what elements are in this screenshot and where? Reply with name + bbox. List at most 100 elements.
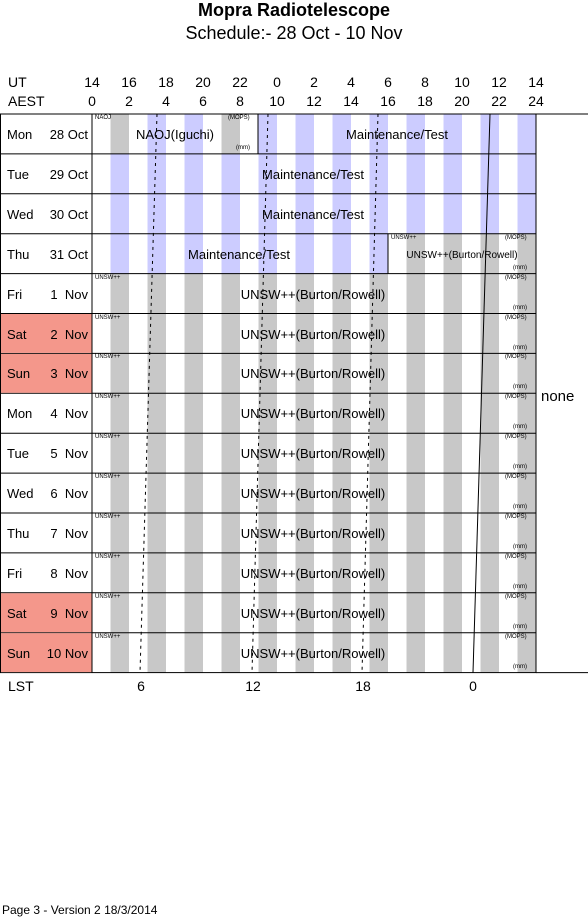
aest-axis-label: AEST — [8, 93, 45, 109]
time-stripe — [147, 153, 166, 194]
time-stripe — [443, 353, 462, 394]
block-tag-mm: (mm) — [513, 464, 527, 471]
day-of-week: Sat — [7, 326, 27, 342]
time-stripe — [184, 193, 203, 234]
aest-tick-label: 2 — [125, 93, 133, 109]
time-stripe — [110, 353, 129, 394]
time-stripe — [221, 193, 240, 234]
time-stripe — [184, 114, 203, 154]
time-stripe — [332, 273, 351, 314]
block-label-unsw: UNSW++(Burton/Rowell) — [240, 526, 386, 541]
time-stripe — [147, 273, 166, 314]
time-stripe — [406, 513, 425, 553]
block-tag-mops: (MOPS) — [505, 234, 527, 241]
time-stripe — [369, 353, 388, 394]
time-stripe — [406, 592, 425, 633]
time-stripe — [406, 153, 425, 194]
time-stripe — [517, 592, 536, 633]
day-date: 9 Nov — [50, 605, 88, 621]
time-stripe — [406, 273, 425, 314]
time-stripe — [221, 114, 240, 154]
block-tag-mm: (mm) — [513, 304, 527, 311]
block-tag-unsw: UNSW++ — [95, 474, 121, 481]
time-stripe — [221, 353, 240, 394]
time-stripe — [369, 473, 388, 513]
time-stripe — [258, 114, 277, 154]
time-stripe — [184, 273, 203, 314]
block-label-maintenance: Maintenance/Test — [262, 166, 364, 182]
time-stripe — [443, 433, 462, 474]
weekend-highlight — [1, 314, 92, 353]
aest-tick-label: 22 — [491, 93, 507, 109]
block-tag-unsw: UNSW++ — [391, 234, 417, 241]
time-stripe — [517, 473, 536, 513]
time-stripe — [221, 632, 240, 673]
block-tag-mops: (MOPS) — [505, 274, 527, 281]
day-date: 6 Nov — [50, 486, 88, 502]
time-stripe — [295, 114, 314, 154]
time-stripe — [147, 513, 166, 553]
day-of-week: Thu — [7, 526, 30, 541]
block-tag-mm: (mm) — [236, 145, 250, 151]
time-stripe — [295, 313, 314, 354]
time-stripe — [147, 114, 166, 154]
block-tag-mops: (MOPS) — [505, 394, 527, 401]
time-stripe — [443, 114, 462, 154]
time-stripe — [258, 632, 277, 673]
time-stripe — [147, 552, 166, 593]
block-tag-mm: (mm) — [513, 583, 527, 590]
block-label-maintenance: Maintenance/Test — [262, 206, 364, 222]
time-stripe — [184, 313, 203, 354]
time-stripe — [480, 513, 499, 553]
time-stripe — [110, 433, 129, 474]
day-date: 2 Nov — [50, 326, 88, 342]
time-stripe — [443, 632, 462, 673]
time-stripe — [406, 473, 425, 513]
weekend-highlight — [1, 593, 92, 633]
block-label-unsw: UNSW++(Burton/Rowell) — [240, 486, 386, 502]
ut-tick-label: 20 — [195, 74, 211, 90]
time-stripe — [406, 114, 425, 154]
block-label-unsw: UNSW++(Burton/Rowell) — [240, 446, 386, 462]
aest-tick-label: 20 — [454, 93, 470, 109]
time-stripe — [184, 353, 203, 394]
time-stripe — [221, 592, 240, 633]
time-stripe — [369, 592, 388, 633]
aest-tick-label: 4 — [162, 93, 170, 109]
time-stripe — [147, 632, 166, 673]
aest-tick-label: 18 — [417, 93, 433, 109]
day-of-week: Fri — [7, 565, 23, 581]
time-stripe — [480, 473, 499, 513]
time-stripe — [258, 513, 277, 553]
time-stripe — [184, 393, 203, 434]
day-date: 28 Oct — [49, 127, 88, 142]
time-stripe — [110, 552, 129, 593]
block-tag-unsw: UNSW++ — [95, 514, 121, 520]
block-label-unsw: UNSW++(Burton/Rowell) — [240, 565, 386, 581]
time-stripe — [480, 193, 499, 234]
aest-tick-label: 12 — [306, 93, 322, 109]
page-title: Mopra Radiotelescope — [197, 0, 391, 20]
time-stripe — [295, 353, 314, 394]
time-stripe — [369, 153, 388, 194]
time-stripe — [110, 114, 129, 154]
block-tag-mm: (mm) — [513, 544, 527, 550]
time-stripe — [221, 153, 240, 194]
time-stripe — [295, 153, 314, 194]
time-stripe — [295, 552, 314, 593]
time-stripe — [258, 193, 277, 234]
day-of-week: Mon — [7, 127, 33, 142]
block-tag-unsw: UNSW++ — [95, 354, 121, 361]
time-stripe — [517, 433, 536, 474]
block-tag-unsw: UNSW++ — [95, 434, 121, 441]
block-tag-mm: (mm) — [513, 623, 527, 630]
time-stripe — [517, 353, 536, 394]
day-of-week: Sun — [7, 366, 31, 382]
day-date: 4 Nov — [50, 406, 88, 422]
block-tag-mops: (MOPS) — [505, 514, 527, 520]
time-stripe — [295, 393, 314, 434]
time-stripe — [258, 353, 277, 394]
time-stripe — [332, 433, 351, 474]
aest-tick-label: 0 — [88, 93, 96, 109]
